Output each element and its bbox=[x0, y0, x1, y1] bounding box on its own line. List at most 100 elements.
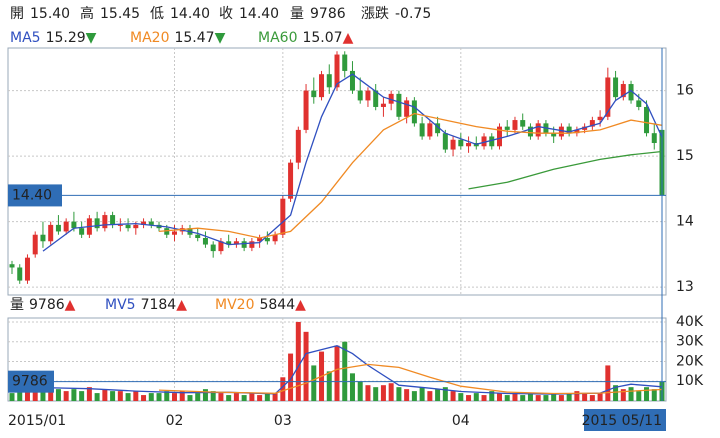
quote-value: 9786 bbox=[310, 6, 346, 22]
legend-arrow: ▼ bbox=[215, 30, 226, 46]
volume-bar bbox=[9, 393, 15, 401]
quote-label: 開 bbox=[10, 6, 24, 22]
legend-name: MV5 bbox=[105, 297, 136, 313]
volume-bar bbox=[334, 345, 340, 401]
volume-bar bbox=[141, 395, 147, 401]
volume-bar bbox=[257, 395, 263, 401]
candle-body bbox=[249, 241, 255, 248]
candle-body bbox=[133, 224, 139, 229]
volume-bar bbox=[164, 391, 170, 401]
candle-body bbox=[71, 221, 77, 229]
quote-label: 高 bbox=[80, 5, 94, 22]
candle-body bbox=[125, 224, 131, 229]
volume-bar bbox=[195, 393, 201, 401]
volume-bar bbox=[466, 395, 472, 401]
candle-body bbox=[435, 123, 441, 134]
candle-body bbox=[40, 234, 46, 242]
candle-body bbox=[520, 120, 526, 127]
volume-bar bbox=[357, 381, 363, 401]
volume-bar bbox=[94, 393, 100, 401]
volume-bar bbox=[179, 391, 185, 401]
volume-bar bbox=[311, 365, 317, 401]
volume-bar bbox=[396, 387, 402, 401]
volume-bar bbox=[187, 395, 193, 401]
volume-bar bbox=[535, 395, 541, 401]
candle-body bbox=[257, 238, 263, 242]
candle-body bbox=[651, 133, 657, 143]
candle-body bbox=[504, 126, 510, 130]
legend-item: MV5 7184▲ bbox=[105, 297, 187, 313]
volume-bar bbox=[280, 377, 286, 401]
legend-arrow: ▲ bbox=[343, 30, 354, 46]
candle-body bbox=[280, 198, 286, 235]
volume-bar bbox=[249, 393, 255, 401]
volume-bar bbox=[628, 387, 634, 401]
quote-value: 14.40 bbox=[170, 6, 210, 22]
quote-item: 收 14.40 bbox=[219, 6, 279, 22]
volume-bar bbox=[388, 383, 394, 401]
legend-item: MA60 15.07▲ bbox=[258, 30, 354, 46]
quote-value: -0.75 bbox=[395, 6, 431, 22]
quote-item: 漲跌 -0.75 bbox=[361, 6, 431, 22]
quote-value: 15.40 bbox=[30, 6, 70, 22]
y-tick-label: 14 bbox=[676, 214, 694, 230]
volume-bar bbox=[86, 387, 92, 401]
legend-item: MA20 15.47▼ bbox=[130, 30, 226, 46]
ma-line bbox=[158, 363, 663, 395]
candle-body bbox=[342, 54, 348, 71]
candle-body bbox=[264, 238, 270, 242]
x-tick-label: 2015/01 bbox=[8, 413, 66, 429]
volume-bar bbox=[380, 385, 386, 401]
candle-body bbox=[628, 84, 634, 101]
volume-bar bbox=[272, 393, 278, 401]
legend-arrow: ▲ bbox=[295, 297, 306, 313]
candle-body bbox=[597, 116, 603, 121]
volume-bar bbox=[117, 391, 123, 401]
candle-body bbox=[605, 77, 611, 117]
legend-item: MA5 15.29▼ bbox=[10, 30, 97, 46]
candle-body bbox=[535, 123, 541, 137]
legend-name: MV20 bbox=[215, 297, 254, 313]
candle-body bbox=[311, 90, 317, 98]
volume-bar bbox=[574, 391, 580, 401]
candle-body bbox=[272, 234, 278, 242]
volume-bar bbox=[32, 385, 38, 401]
quote-value: 14.40 bbox=[239, 6, 279, 22]
volume-bar bbox=[566, 393, 572, 401]
volume-bar bbox=[419, 387, 425, 401]
candle-body bbox=[218, 241, 224, 252]
candle-body bbox=[512, 120, 518, 130]
candle-body bbox=[466, 143, 472, 147]
volume-bar bbox=[40, 387, 46, 401]
candle-body bbox=[450, 139, 456, 150]
volume-bar bbox=[303, 331, 309, 401]
volume-bar bbox=[148, 393, 154, 401]
volume-bar bbox=[264, 393, 270, 401]
y-tick-label: 20K bbox=[676, 353, 704, 369]
y-tick-label: 16 bbox=[676, 83, 694, 99]
candle-body bbox=[48, 224, 54, 242]
volume-bar bbox=[172, 393, 177, 401]
volume-bar bbox=[288, 353, 294, 401]
legend-arrow: ▲ bbox=[65, 297, 76, 313]
candle-body bbox=[79, 228, 85, 235]
quote-item: 高 15.45 bbox=[80, 5, 140, 22]
volume-bar bbox=[442, 387, 448, 401]
volume-bar bbox=[636, 391, 642, 401]
candle-body bbox=[411, 100, 417, 124]
price-marker-label: 14.40 bbox=[12, 187, 52, 203]
candle-body bbox=[551, 133, 557, 137]
candle-body bbox=[636, 100, 642, 107]
volume-bar bbox=[620, 389, 626, 401]
quote-label: 低 bbox=[150, 6, 164, 22]
volume-bar bbox=[295, 321, 301, 401]
volume-bar bbox=[17, 389, 23, 401]
volume-bar bbox=[427, 391, 433, 401]
volume-bar bbox=[558, 395, 564, 401]
candle-body bbox=[380, 103, 386, 107]
legend-value: 7184 bbox=[141, 297, 177, 313]
volume-bar bbox=[644, 387, 650, 401]
volume-bar bbox=[110, 391, 116, 401]
candle-body bbox=[303, 90, 309, 130]
